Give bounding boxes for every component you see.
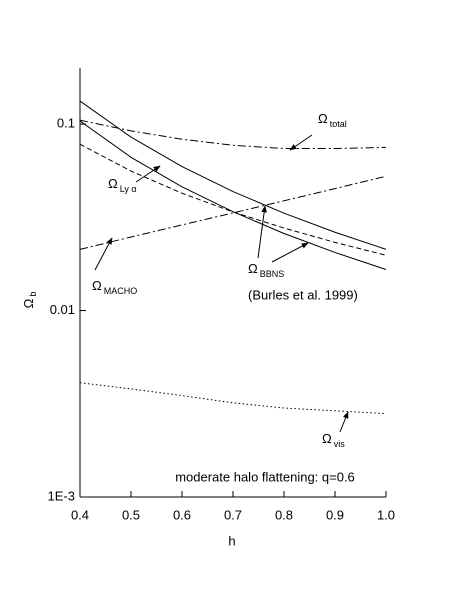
x-tick-label: 0.8: [275, 507, 293, 522]
x-tick-label: 0.7: [224, 507, 242, 522]
x-tick-label: 0.4: [71, 507, 89, 522]
x-tick-label: 0.9: [326, 507, 344, 522]
y-axis-label: Ωb: [21, 292, 38, 309]
curve: [79, 382, 387, 415]
x-tick-label: 0.6: [173, 507, 191, 522]
annotation-symbol: Ω: [108, 176, 118, 191]
annotation-sub: BBNS: [260, 269, 285, 279]
curve: [79, 119, 387, 150]
arrow: [94, 237, 113, 271]
arrow: [289, 134, 313, 151]
curve: [79, 175, 387, 250]
x-axis-label: h: [228, 533, 235, 548]
arrow: [271, 242, 309, 263]
curve: [79, 100, 387, 250]
annotation-sub: MACHO: [104, 286, 138, 296]
y-label-main: Ω: [21, 298, 36, 308]
annotation-sub: vis: [334, 439, 345, 449]
annotation-note: (Burles et al. 1999): [248, 287, 358, 302]
annotation-sub: total: [330, 119, 347, 129]
annotation-symbol: Ω: [248, 261, 258, 276]
inner-label: moderate halo flattening: q=0.6: [175, 469, 355, 484]
y-label-sub: b: [28, 292, 38, 297]
annotation-sub: Ly α: [120, 184, 137, 194]
x-tick-label: 0.5: [122, 507, 140, 522]
x-tick-label: 1.0: [377, 507, 395, 522]
annotation-symbol: Ω: [92, 278, 102, 293]
y-tick-label: 1E-3: [48, 488, 75, 503]
arrow: [339, 411, 349, 433]
annotation-symbol: Ω: [322, 431, 332, 446]
y-tick-label: 0.1: [57, 116, 75, 131]
curve: [79, 143, 387, 256]
y-tick-label: 0.01: [50, 302, 75, 317]
curve: [79, 120, 387, 270]
annotation: Ω Ly α: [108, 176, 137, 194]
annotation: Ω BBNS: [248, 261, 284, 279]
arrow: [135, 165, 161, 183]
annotation-symbol: Ω: [318, 111, 328, 126]
arrow: [257, 205, 267, 259]
annotation: Ω MACHO: [92, 278, 137, 296]
